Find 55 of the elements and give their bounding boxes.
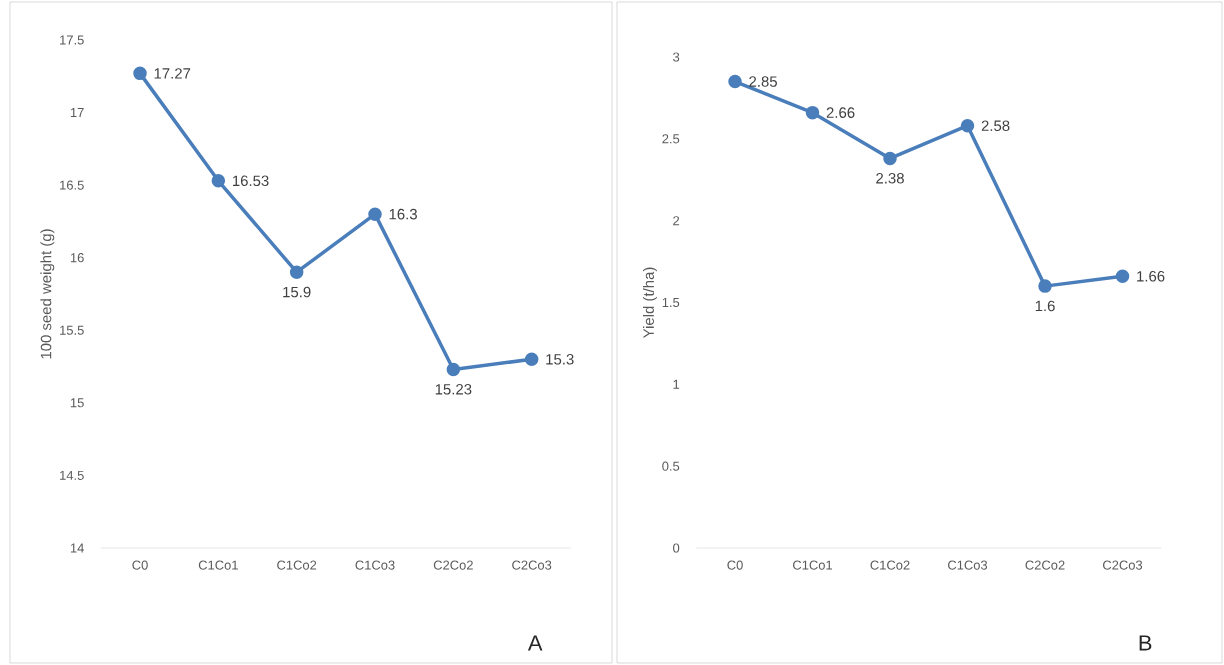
point	[960, 118, 975, 133]
x-tick-label: C1Co1	[793, 560, 833, 570]
y-tick-label: 15.5	[60, 325, 84, 335]
point	[133, 66, 147, 81]
x-tick-label: C2Co2	[1025, 560, 1065, 570]
y-tick-label: 0	[673, 543, 680, 553]
x-tick-label: C0	[132, 560, 148, 570]
y-tick-label: 14	[70, 543, 84, 553]
x-tick-label: C1Co1	[198, 560, 238, 570]
data-label: 2.38	[876, 172, 904, 184]
y-tick-label: 1.5	[662, 297, 680, 307]
data-label: 1.6	[1035, 300, 1055, 312]
x-tick-label: C2Co2	[433, 560, 473, 570]
y-tick-label: 16	[70, 253, 84, 263]
data-label: 2.66	[826, 107, 855, 118]
point	[211, 174, 226, 188]
x-tick-label: C1Co2	[277, 560, 317, 570]
text: B	[1139, 635, 1152, 651]
y-tick-label: 2.5	[662, 134, 680, 144]
point	[728, 74, 742, 89]
point	[289, 265, 304, 279]
point	[1115, 269, 1130, 284]
point	[368, 207, 382, 221]
y-tick-label: 15	[70, 398, 84, 408]
data-label: 2.85	[749, 76, 777, 87]
point	[524, 352, 539, 367]
x-tick-label: C1Co3	[948, 560, 988, 570]
point	[1038, 279, 1052, 293]
y-tick-label: 3	[673, 52, 680, 62]
data-label: 1.66	[1137, 271, 1165, 282]
y-tick-label: 17.5	[60, 35, 84, 45]
data-label: 16.53	[233, 175, 269, 187]
x-tick-label: C2Co3	[512, 560, 552, 570]
point	[805, 105, 820, 120]
point	[446, 362, 461, 377]
data-label: 2.58	[981, 120, 1010, 132]
y-tick-label: 14.5	[60, 470, 84, 480]
data-label: 15.9	[283, 286, 311, 298]
data-label: 15.23	[435, 383, 472, 395]
y-tick-label: 2	[673, 216, 680, 226]
y-tick-label: 0.5	[662, 461, 680, 471]
x-tick-label: C1Co2	[870, 560, 910, 570]
data-label: 17.27	[154, 68, 191, 79]
y-axis-title: Yield (t/ha)	[642, 267, 657, 339]
y-tick-label: 17	[70, 108, 84, 118]
y-axis-title: 100 seed weight (g)	[40, 229, 55, 359]
point	[883, 151, 897, 166]
x-tick-label: C2Co3	[1103, 560, 1143, 570]
x-tick-label: C1Co3	[355, 560, 395, 570]
text: A	[527, 635, 543, 651]
y-tick-label: 1	[673, 379, 680, 389]
x-tick-label: C0	[727, 560, 743, 570]
data-label: 15.3	[546, 354, 574, 365]
data-label: 16.3	[389, 208, 417, 220]
y-tick-label: 16.5	[60, 180, 84, 190]
